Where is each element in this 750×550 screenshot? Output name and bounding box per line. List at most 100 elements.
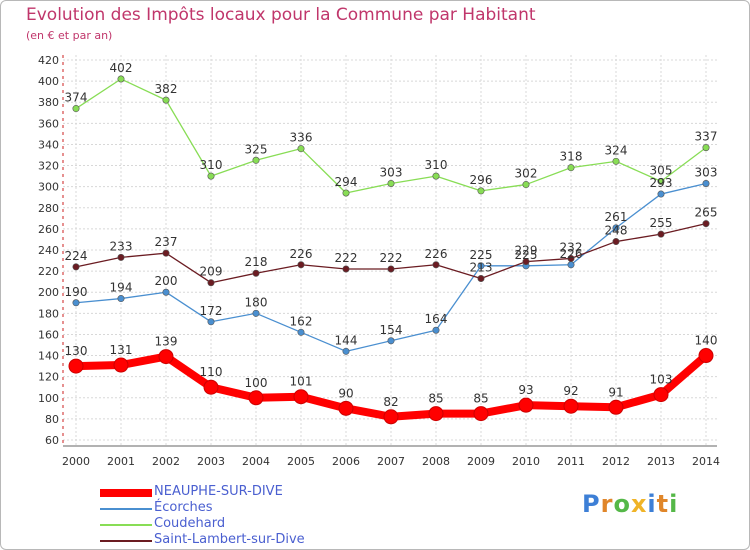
x-tick-label: 2008 — [422, 455, 450, 468]
logo-letter: t — [656, 490, 670, 518]
data-label: 303 — [380, 166, 403, 180]
logo-letter: i — [669, 490, 679, 518]
data-point — [113, 357, 129, 373]
chart-title: Evolution des Impôts locaux pour la Comm… — [26, 5, 536, 25]
data-label: 303 — [695, 166, 718, 180]
data-label: 402 — [110, 61, 133, 75]
data-point — [432, 172, 440, 180]
data-label: 90 — [338, 386, 353, 400]
data-label: 154 — [380, 323, 403, 337]
data-label: 296 — [470, 173, 493, 187]
data-point — [657, 190, 665, 198]
data-label: 318 — [560, 150, 583, 164]
data-point — [207, 172, 215, 180]
logo-letter: r — [600, 490, 614, 518]
legend-swatch — [100, 489, 152, 497]
x-tick-label: 2007 — [377, 455, 405, 468]
data-label: 248 — [605, 224, 628, 238]
data-label: 337 — [695, 130, 718, 144]
logo-letter: x — [630, 490, 648, 518]
data-label: 374 — [65, 91, 88, 105]
x-tick-label: 2001 — [107, 455, 135, 468]
data-point — [117, 253, 125, 261]
data-point — [117, 75, 125, 83]
data-label: 110 — [200, 365, 223, 379]
data-point — [567, 261, 575, 269]
data-point — [477, 262, 485, 270]
x-tick-label: 2000 — [62, 455, 90, 468]
proxiti-logo: Proxiti — [582, 490, 678, 518]
data-label: 226 — [425, 247, 448, 261]
data-point — [387, 337, 395, 345]
data-label: 180 — [245, 295, 268, 309]
data-label: 325 — [245, 142, 268, 156]
data-point — [473, 406, 489, 422]
logo-letter: o — [613, 490, 631, 518]
x-tick-label: 2014 — [692, 455, 720, 468]
x-tick-label: 2004 — [242, 455, 270, 468]
y-tick-label: 300 — [38, 181, 59, 194]
data-point — [162, 288, 170, 296]
data-point — [207, 318, 215, 326]
data-label: 218 — [245, 255, 268, 269]
data-point — [342, 265, 350, 273]
data-label: 229 — [515, 244, 538, 258]
data-point — [207, 279, 215, 287]
data-label: 305 — [650, 163, 673, 177]
data-label: 172 — [200, 304, 223, 318]
data-point — [428, 406, 444, 422]
data-point — [432, 326, 440, 334]
data-label: 93 — [518, 383, 533, 397]
y-tick-label: 260 — [38, 223, 59, 236]
data-label: 144 — [335, 333, 358, 347]
x-tick-label: 2011 — [557, 455, 585, 468]
y-tick-label: 100 — [38, 392, 59, 405]
data-point — [567, 164, 575, 172]
legend-swatch — [100, 508, 152, 510]
y-tick-label: 180 — [38, 307, 59, 320]
data-point — [68, 358, 84, 374]
data-label: 255 — [650, 216, 673, 230]
data-point — [297, 145, 305, 153]
data-point — [342, 189, 350, 197]
data-label: 310 — [425, 158, 448, 172]
data-point — [657, 230, 665, 238]
data-point — [72, 105, 80, 113]
y-tick-label: 320 — [38, 160, 59, 173]
data-point — [477, 274, 485, 282]
data-label: 237 — [155, 235, 178, 249]
data-label: 226 — [290, 247, 313, 261]
data-label: 233 — [110, 239, 133, 253]
data-point — [162, 249, 170, 257]
data-point — [342, 347, 350, 355]
y-tick-label: 140 — [38, 350, 59, 363]
data-point — [387, 180, 395, 188]
data-label: 226 — [560, 247, 583, 261]
data-point — [612, 224, 620, 232]
data-point — [72, 299, 80, 307]
y-tick-label: 340 — [38, 138, 59, 151]
data-point — [383, 409, 399, 425]
data-label: 131 — [110, 343, 133, 357]
data-point — [522, 181, 530, 189]
data-point — [702, 180, 710, 188]
data-label: 294 — [335, 175, 358, 189]
data-label: 213 — [470, 261, 493, 275]
y-tick-label: 240 — [38, 244, 59, 257]
data-label: 310 — [200, 158, 223, 172]
data-point — [252, 269, 260, 277]
legend-label: Coudehard — [154, 516, 226, 531]
data-label: 100 — [245, 376, 268, 390]
data-point — [203, 379, 219, 395]
data-point — [158, 349, 174, 365]
data-point — [608, 399, 624, 415]
data-label: 82 — [383, 395, 398, 409]
data-label: 190 — [65, 285, 88, 299]
data-label: 139 — [155, 335, 178, 349]
data-labels-layer: 130 131 139 110 100 101 90 82 85 85 93 92 91 103 140 19… — [65, 61, 718, 409]
data-point — [657, 177, 665, 185]
data-label: 101 — [290, 375, 313, 389]
x-tick-label: 2005 — [287, 455, 315, 468]
data-point — [338, 400, 354, 416]
data-point — [297, 261, 305, 269]
